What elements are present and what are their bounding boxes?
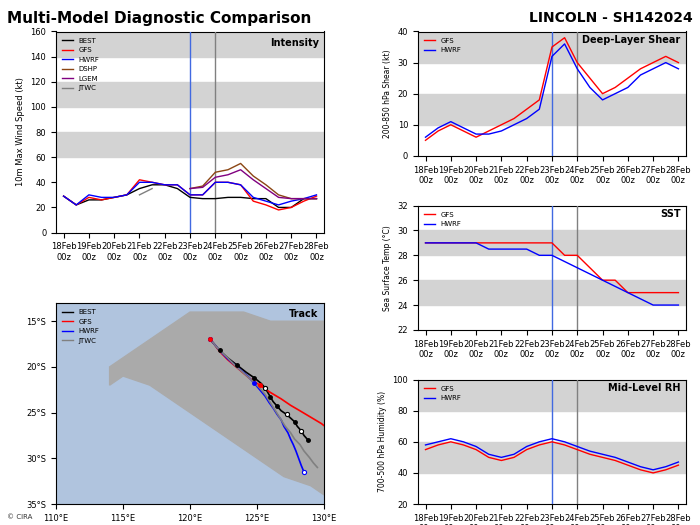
Legend: GFS, HWRF: GFS, HWRF [421, 383, 464, 404]
Polygon shape [110, 303, 646, 525]
Y-axis label: 200-850 hPa Shear (kt): 200-850 hPa Shear (kt) [383, 49, 392, 138]
Legend: BEST, GFS, HWRF, JTWC: BEST, GFS, HWRF, JTWC [60, 307, 102, 346]
Bar [56, 82, 324, 107]
Text: Track: Track [289, 309, 318, 319]
Text: © CIRA: © CIRA [7, 514, 32, 520]
Text: SST: SST [660, 209, 680, 219]
Legend: BEST, GFS, HWRF, DSHP, LGEM, JTWC: BEST, GFS, HWRF, DSHP, LGEM, JTWC [60, 35, 102, 94]
Text: Intensity: Intensity [270, 37, 318, 48]
Bar [418, 280, 686, 305]
Bar [418, 442, 686, 473]
Y-axis label: 700-500 hPa Humidity (%): 700-500 hPa Humidity (%) [378, 391, 387, 492]
Y-axis label: 10m Max Wind Speed (kt): 10m Max Wind Speed (kt) [16, 78, 25, 186]
Legend: GFS, HWRF: GFS, HWRF [421, 35, 464, 56]
Bar [418, 230, 686, 255]
Bar [418, 32, 686, 62]
Bar [56, 32, 324, 57]
Bar [418, 93, 686, 125]
Y-axis label: Sea Surface Temp (°C): Sea Surface Temp (°C) [383, 225, 392, 311]
Legend: GFS, HWRF: GFS, HWRF [421, 209, 464, 230]
Bar [418, 380, 686, 411]
Bar [56, 132, 324, 157]
Text: Deep-Layer Shear: Deep-Layer Shear [582, 35, 680, 45]
Text: Multi-Model Diagnostic Comparison: Multi-Model Diagnostic Comparison [7, 10, 312, 26]
Text: LINCOLN - SH142024: LINCOLN - SH142024 [529, 10, 693, 25]
Text: Mid-Level RH: Mid-Level RH [608, 383, 680, 393]
